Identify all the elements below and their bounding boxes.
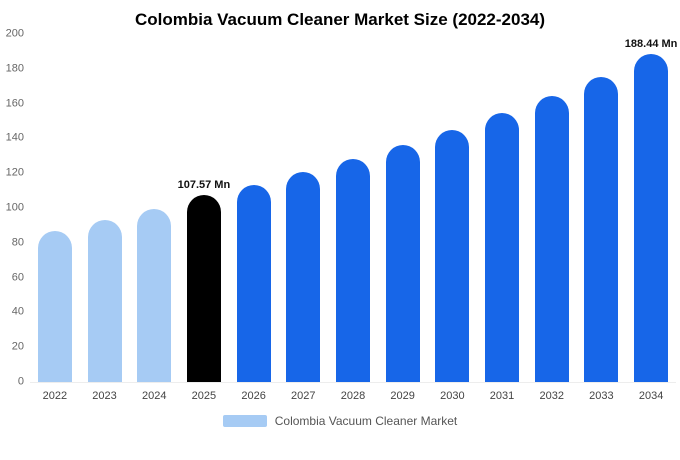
y-tick-label: 0 xyxy=(17,375,24,388)
y-tick-label: 200 xyxy=(5,27,24,40)
bar-2034 xyxy=(634,54,669,382)
y-axis: 0 20 40 60 80 100 120 140 160 180 200 xyxy=(0,28,30,387)
chart-container: Colombia Vacuum Cleaner Market Size (202… xyxy=(0,10,680,428)
bar-2028 xyxy=(335,159,370,382)
bar-column xyxy=(30,34,80,382)
x-tick-label: 2025 xyxy=(191,390,217,402)
chart-title: Colombia Vacuum Cleaner Market Size (202… xyxy=(134,10,546,29)
bar-column xyxy=(80,34,130,382)
y-tick-label: 80 xyxy=(11,236,24,249)
x-tick-label: 2027 xyxy=(291,390,316,402)
bar-column xyxy=(527,34,577,382)
bar-column xyxy=(229,34,279,382)
bar-2031 xyxy=(485,113,520,382)
x-tick-label: 2031 xyxy=(489,390,515,402)
x-tick-label: 2024 xyxy=(141,390,167,402)
bar-2029 xyxy=(385,145,420,382)
y-tick-label: 40 xyxy=(11,305,24,318)
bar-2022 xyxy=(37,230,72,382)
bar-column xyxy=(477,34,527,382)
bar-column xyxy=(577,34,627,382)
x-tick-label: 2023 xyxy=(92,390,117,402)
x-tick-label: 2022 xyxy=(42,390,68,402)
y-tick-label: 60 xyxy=(11,271,24,284)
legend[interactable]: Colombia Vacuum Cleaner Market xyxy=(0,414,680,428)
bar-column xyxy=(328,34,378,382)
bar-2023 xyxy=(87,220,122,382)
bar-value-label: 188.44 Mn xyxy=(624,37,678,50)
bar-2032 xyxy=(534,95,569,382)
y-tick-label: 140 xyxy=(5,131,24,144)
bar-column xyxy=(428,34,478,382)
x-tick-label: 2028 xyxy=(340,390,366,402)
x-tick-label: 2026 xyxy=(241,390,266,402)
x-tick-label: 2030 xyxy=(440,390,465,402)
bar-2030 xyxy=(435,129,470,382)
y-tick-label: 180 xyxy=(5,62,24,75)
y-tick-label: 160 xyxy=(5,97,24,110)
legend-swatch xyxy=(222,415,267,427)
bar-column: 188.44 Mn xyxy=(624,34,678,382)
y-tick-label: 120 xyxy=(5,166,24,179)
bar-2025 xyxy=(186,194,221,382)
bar-2026 xyxy=(236,184,271,382)
chart-body: 0 20 40 60 80 100 120 140 160 180 200 107.57 Mn 188… xyxy=(0,28,680,387)
bar-column xyxy=(129,34,179,382)
bar-2027 xyxy=(286,172,321,382)
bar-2033 xyxy=(584,76,619,382)
bar-value-label: 107.57 Mn xyxy=(177,178,231,191)
bar-2024 xyxy=(137,208,172,382)
plot-area: 107.57 Mn 188.44 Mn xyxy=(30,34,678,383)
x-tick-label: 2033 xyxy=(589,390,614,402)
x-axis: 2022 2023 2024 2025 2026 2027 2028 2029 2030 2031… xyxy=(30,390,680,402)
bar-column xyxy=(378,34,428,382)
x-tick-label: 2029 xyxy=(390,390,415,402)
y-tick-label: 100 xyxy=(5,201,24,214)
bar-column xyxy=(278,34,328,382)
legend-label: Colombia Vacuum Cleaner Market xyxy=(274,414,458,428)
bar-column: 107.57 Mn xyxy=(177,34,231,382)
x-tick-label: 2034 xyxy=(638,390,664,402)
x-tick-label: 2032 xyxy=(539,390,564,402)
y-tick-label: 20 xyxy=(11,340,24,353)
